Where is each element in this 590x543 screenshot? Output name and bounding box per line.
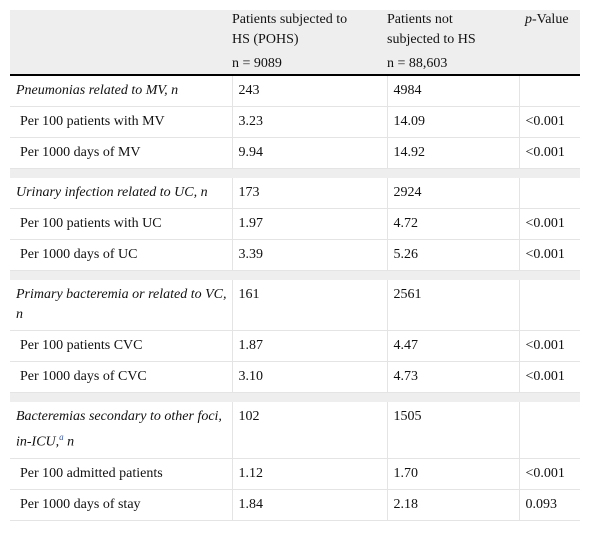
header-pohs-line2: HS (POHS) xyxy=(232,32,299,47)
header-p-rest: -Value xyxy=(532,12,569,27)
row-label: Per 1000 days of UC xyxy=(10,239,233,271)
section-p-empty xyxy=(519,178,580,209)
infection-rates-table: Patients subjected to HS (POHS) n = 9089… xyxy=(10,10,580,521)
table-row: Per 100 admitted patients 1.12 1.70 <0.001 xyxy=(10,458,580,490)
row-pohs-value: 3.23 xyxy=(232,106,388,138)
row-not-value: 4.72 xyxy=(387,208,520,240)
row-p-value: <0.001 xyxy=(519,137,580,169)
section-n-not: 2561 xyxy=(387,280,520,331)
section-row: Primary bacteremia or related to VC, n 16… xyxy=(10,280,580,331)
section-n-pohs: 161 xyxy=(232,280,388,331)
row-label: Per 100 patients with MV xyxy=(10,106,233,138)
row-not-value: 1.70 xyxy=(387,458,520,490)
row-not-value: 4.73 xyxy=(387,361,520,393)
header-pohs-line1: Patients subjected to xyxy=(232,12,348,27)
table-body: Pneumonias related to MV, n 243 4984 Per 10… xyxy=(10,75,580,521)
row-pohs-value: 1.87 xyxy=(232,330,388,362)
row-pohs-value: 9.94 xyxy=(232,137,388,169)
row-pohs-value: 3.10 xyxy=(232,361,388,393)
section-n-pohs: 243 xyxy=(232,75,388,107)
row-p-value: <0.001 xyxy=(519,330,580,362)
header-not-line1: Patients not xyxy=(387,12,453,27)
footnote-marker[interactable]: a xyxy=(59,430,64,443)
table-row: Per 1000 days of stay 1.84 2.18 0.093 xyxy=(10,489,580,521)
section-n-not: 2924 xyxy=(387,178,520,209)
table-row: Per 100 patients with UC 1.97 4.72 <0.001 xyxy=(10,208,580,240)
row-not-value: 14.92 xyxy=(387,137,520,169)
header-not-hs: Patients not subjected to HS n = 88,603 xyxy=(387,10,519,75)
spacer-cell xyxy=(10,392,580,402)
results-table: Patients subjected to HS (POHS) n = 9089… xyxy=(10,10,580,521)
table-row: Per 1000 days of UC 3.39 5.26 <0.001 xyxy=(10,239,580,271)
table-row: Per 100 patients CVC 1.87 4.47 <0.001 xyxy=(10,330,580,362)
spacer-cell xyxy=(10,270,580,280)
row-label: Per 100 admitted patients xyxy=(10,458,233,490)
section-n-not: 1505 xyxy=(387,402,520,459)
section-p-empty xyxy=(519,402,580,459)
section-title-cell: Primary bacteremia or related to VC, n xyxy=(10,280,233,331)
row-label: Per 1000 days of CVC xyxy=(10,361,233,393)
section-spacer xyxy=(10,270,580,280)
section-p-empty xyxy=(519,75,580,107)
table-row: Per 1000 days of MV 9.94 14.92 <0.001 xyxy=(10,137,580,169)
section-title: Primary bacteremia or related to VC, n xyxy=(16,287,227,322)
row-pohs-value: 3.39 xyxy=(232,239,388,271)
section-n-not: 4984 xyxy=(387,75,520,107)
section-spacer xyxy=(10,168,580,178)
section-title-cell: Urinary infection related to UC, n xyxy=(10,178,233,209)
row-label: Per 100 patients CVC xyxy=(10,330,233,362)
section-row: Bacteremias secondary to other foci, in-… xyxy=(10,402,580,459)
header-empty-cell xyxy=(10,10,232,75)
section-n-pohs: 102 xyxy=(232,402,388,459)
row-pohs-value: 1.97 xyxy=(232,208,388,240)
header-not-line2: subjected to HS xyxy=(387,32,476,47)
row-p-value: <0.001 xyxy=(519,208,580,240)
section-title: Urinary infection related to UC, n xyxy=(16,185,208,200)
row-p-value: <0.001 xyxy=(519,361,580,393)
row-p-value: <0.001 xyxy=(519,458,580,490)
table-row: Per 1000 days of CVC 3.10 4.73 <0.001 xyxy=(10,361,580,393)
header-not-n: n = 88,603 xyxy=(387,56,448,71)
table-row: Per 100 patients with MV 3.23 14.09 <0.001 xyxy=(10,106,580,138)
header-pohs: Patients subjected to HS (POHS) n = 9089 xyxy=(232,10,387,75)
row-p-value: <0.001 xyxy=(519,106,580,138)
section-title: Bacteremias secondary to other foci, in-… xyxy=(16,409,222,450)
row-not-value: 2.18 xyxy=(387,489,520,521)
section-p-empty xyxy=(519,280,580,331)
row-not-value: 5.26 xyxy=(387,239,520,271)
row-pohs-value: 1.12 xyxy=(232,458,388,490)
row-pohs-value: 1.84 xyxy=(232,489,388,521)
section-spacer xyxy=(10,392,580,402)
header-pohs-n: n = 9089 xyxy=(232,56,282,71)
section-title-suffix: n xyxy=(63,434,75,450)
row-p-value: 0.093 xyxy=(519,489,580,521)
row-label: Per 1000 days of stay xyxy=(10,489,233,521)
row-not-value: 4.47 xyxy=(387,330,520,362)
spacer-cell xyxy=(10,168,580,178)
row-not-value: 14.09 xyxy=(387,106,520,138)
section-title-cell: Bacteremias secondary to other foci, in-… xyxy=(10,402,233,459)
section-row: Urinary infection related to UC, n 173 292… xyxy=(10,178,580,209)
header-p-italic: p xyxy=(525,12,532,27)
row-label: Per 1000 days of MV xyxy=(10,137,233,169)
row-p-value: <0.001 xyxy=(519,239,580,271)
row-label: Per 100 patients with UC xyxy=(10,208,233,240)
section-row: Pneumonias related to MV, n 243 4984 xyxy=(10,75,580,107)
section-title: Pneumonias related to MV, n xyxy=(16,83,179,98)
header-p-value: p-Value xyxy=(519,10,580,75)
section-title-cell: Pneumonias related to MV, n xyxy=(10,75,233,107)
section-n-pohs: 173 xyxy=(232,178,388,209)
table-header: Patients subjected to HS (POHS) n = 9089… xyxy=(10,10,580,75)
footnote-link[interactable]: a xyxy=(59,432,64,442)
